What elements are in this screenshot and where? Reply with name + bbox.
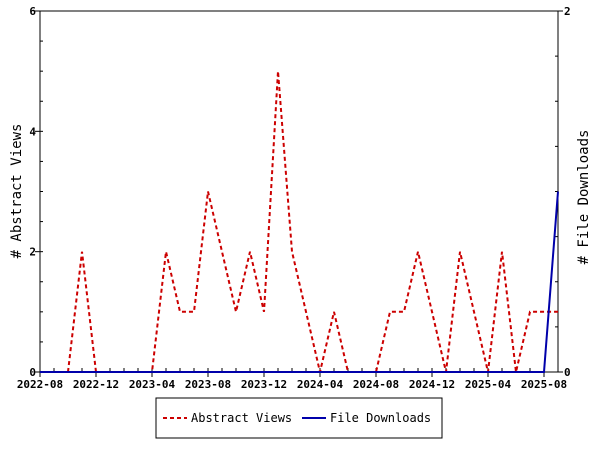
x-tick-label: 2024-04 xyxy=(297,378,344,391)
y-right-axis-title: # File Downloads xyxy=(576,130,592,265)
legend-label-abstract-views: Abstract Views xyxy=(191,411,292,425)
legend-label-file-downloads: File Downloads xyxy=(330,411,431,425)
ticks-layer: 2022-08 2022-12 2023-04 2023-08 2023-12 2024-… xyxy=(17,5,571,391)
x-tick-label: 2023-08 xyxy=(185,378,231,391)
plot-frame xyxy=(39,10,559,373)
x-tick-label: 2022-08 xyxy=(17,378,63,391)
y-left-axis-title: # Abstract Views xyxy=(9,124,25,259)
y-left-tick-label: 2 xyxy=(29,246,36,259)
x-tick-label: 2024-08 xyxy=(353,378,399,391)
y-right-tick-label: 0 xyxy=(564,366,571,379)
x-tick-label: 2023-04 xyxy=(129,378,176,391)
y-left-tick-label: 0 xyxy=(29,366,36,379)
y-left-tick-label: 6 xyxy=(29,5,36,18)
y-left-tick-label: 4 xyxy=(29,125,36,138)
y-right-tick-label: 2 xyxy=(564,5,571,18)
x-tick-label: 2025-08 xyxy=(521,378,567,391)
x-tick-label: 2024-12 xyxy=(409,378,455,391)
series-line-abstract-views xyxy=(40,71,558,373)
legend: Abstract Views File Downloads xyxy=(155,397,443,439)
series-layer xyxy=(40,71,559,373)
x-tick-label: 2023-12 xyxy=(241,378,287,391)
x-tick-label: 2022-12 xyxy=(73,378,119,391)
legend-box xyxy=(155,397,443,439)
series-line-file-downloads xyxy=(40,191,559,373)
x-tick-label: 2025-04 xyxy=(465,378,512,391)
